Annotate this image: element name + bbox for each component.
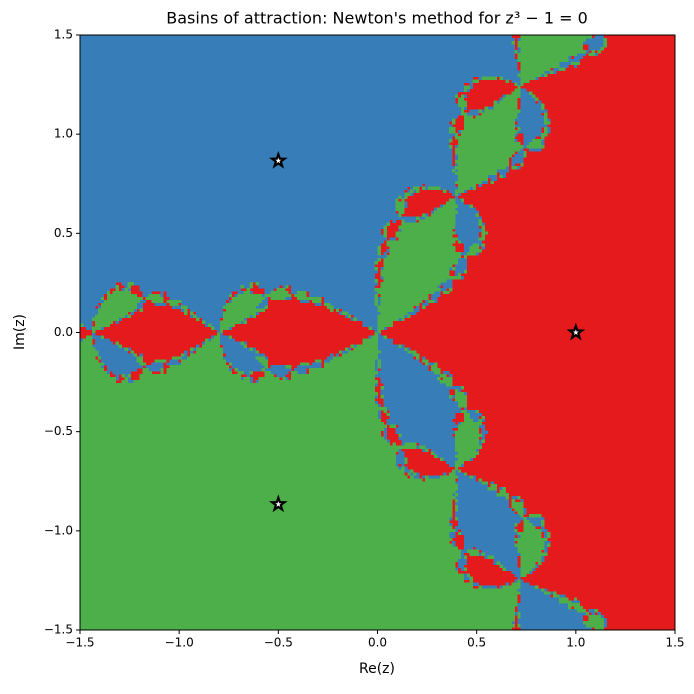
- chart-title: Basins of attraction: Newton's method fo…: [166, 9, 588, 28]
- x-tick-label: −0.5: [264, 636, 293, 650]
- y-tick-label: −1.0: [44, 523, 73, 537]
- root-marker: [566, 322, 586, 341]
- basin-region: [79, 35, 607, 631]
- y-tick-label: 1.0: [54, 127, 73, 141]
- x-tick-label: 1.0: [566, 636, 585, 650]
- root-marker: [268, 494, 288, 513]
- y-tick-label: −0.5: [44, 424, 73, 438]
- basin-region: [79, 35, 607, 631]
- x-axis-label: Re(z): [359, 661, 395, 677]
- y-tick-label: 0.0: [54, 325, 73, 339]
- y-tick-label: 0.5: [54, 226, 73, 240]
- x-tick-label: 1.5: [665, 636, 684, 650]
- y-axis-label: Im(z): [12, 314, 28, 350]
- root-marker: [268, 150, 288, 169]
- x-tick-label: −1.5: [65, 636, 94, 650]
- y-tick-label: −1.5: [44, 623, 73, 637]
- x-tick-label: 0.5: [467, 636, 486, 650]
- basin-region: [80, 35, 676, 631]
- y-tick-label: 1.5: [54, 28, 73, 42]
- x-tick-label: 0.0: [368, 636, 387, 650]
- x-tick-label: −1.0: [165, 636, 194, 650]
